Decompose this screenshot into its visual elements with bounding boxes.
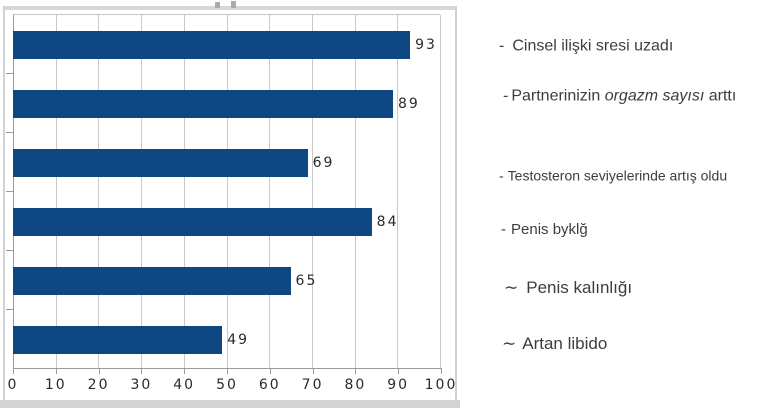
legend-item-text: Penis byklğ — [511, 221, 588, 238]
legend-item: - Partnerinizin orgazm sayısı arttı — [503, 86, 736, 105]
legend-item: ∼ Penis kalınlığı — [504, 278, 632, 298]
x-axis-tick — [13, 368, 14, 374]
legend-item-text: Cinsel ilişki sresi uzadı — [512, 37, 674, 55]
bar-value-label: 65 — [295, 273, 318, 289]
x-axis-tick-label: 70 — [301, 377, 324, 393]
bar — [13, 326, 223, 354]
bar-value-label: 69 — [312, 155, 335, 171]
x-axis-tick — [55, 368, 57, 374]
gridline — [397, 15, 399, 369]
x-axis-tick-label: 100 — [424, 377, 458, 393]
legend-item-dash: - — [501, 221, 506, 238]
x-axis-tick — [312, 368, 314, 374]
x-axis-tick-label: 10 — [44, 377, 67, 393]
legend-item-dash: ∼ — [502, 333, 517, 353]
gridline — [354, 15, 356, 369]
x-axis-tick — [227, 368, 228, 374]
legend-item-text: Testosteron seviyelerinde artış oldu — [507, 167, 728, 184]
x-axis-tick-label: 50 — [216, 377, 238, 393]
legend-item-text: orgazm sayısı — [604, 87, 705, 105]
chart-frame-right-border — [455, 6, 457, 402]
y-axis-category-tick — [6, 132, 13, 133]
bar-value-label: 89 — [398, 96, 420, 112]
gridline — [98, 15, 100, 369]
gridline — [183, 15, 185, 369]
legend-item-text: arttı — [704, 87, 737, 105]
x-axis-tick-label: 40 — [173, 377, 196, 393]
gridline — [226, 15, 228, 369]
legend-item-dash: - — [499, 167, 504, 184]
bar-chart: 93 89 69 84 65 49 0 10 20 30 40 50 60 70 80 90 100 — [0, 1, 460, 408]
x-axis-tick — [98, 368, 100, 374]
cropped-title-remnant — [215, 2, 220, 8]
legend-item: ∼ Artan libido — [502, 334, 607, 354]
bar-value-label: 84 — [376, 214, 399, 230]
x-axis-tick — [141, 368, 143, 374]
x-axis-tick-label: 0 — [7, 377, 19, 393]
x-axis-tick-label: 90 — [387, 377, 410, 393]
bar — [13, 31, 411, 59]
gridline — [311, 15, 313, 369]
x-axis-tick-label: 60 — [258, 377, 281, 393]
y-axis-category-ticks — [6, 14, 13, 368]
legend-item-dash: - — [499, 37, 505, 55]
legend-item-text: Penis kalınlığı — [526, 277, 633, 297]
cropped-title-remnant — [231, 1, 236, 8]
legend-item-text: Partnerinizin — [511, 87, 605, 105]
x-axis-tick — [441, 368, 442, 374]
x-axis-ticks — [13, 368, 442, 374]
legend-item: - Testosteron seviyelerinde artış oldu — [499, 168, 727, 185]
gridline — [55, 15, 57, 369]
x-axis-tick-label: 30 — [130, 377, 153, 393]
legend-item: - Penis byklğ — [501, 221, 588, 239]
x-axis-tick — [398, 368, 400, 374]
gridline — [141, 15, 143, 369]
bar — [13, 208, 372, 236]
x-axis-tick-label: 20 — [87, 377, 110, 393]
gridline — [440, 15, 441, 369]
x-axis-tick-label: 80 — [344, 377, 367, 393]
x-axis-tick — [355, 368, 357, 374]
x-axis-tick — [269, 368, 271, 374]
legend-item-dash: - — [503, 87, 509, 105]
bar-value-label: 49 — [227, 332, 250, 348]
legend-item-dash: ∼ — [504, 277, 519, 297]
y-axis-line — [13, 15, 14, 369]
bar — [13, 267, 291, 295]
y-axis-category-tick — [6, 309, 13, 310]
legend-item-text: Artan libido — [522, 333, 608, 353]
y-axis-category-tick — [6, 191, 13, 192]
y-axis-category-tick — [6, 250, 13, 251]
bar-value-label: 93 — [415, 37, 437, 53]
plot-area: 93 89 69 84 65 49 — [13, 14, 441, 369]
chart-frame-top-border — [3, 6, 456, 10]
bar — [13, 149, 308, 177]
x-axis-tick — [184, 368, 186, 374]
bar — [13, 90, 394, 118]
x-axis-tick-labels: 0 10 20 30 40 50 60 70 80 90 100 — [8, 377, 456, 395]
legend-item: - Cinsel ilişki sresi uzadı — [499, 36, 673, 55]
chart-frame-bottom-shadow — [0, 400, 460, 408]
chart-frame-left-border — [3, 6, 5, 402]
y-axis-category-tick — [6, 73, 13, 74]
gridline — [269, 15, 271, 369]
